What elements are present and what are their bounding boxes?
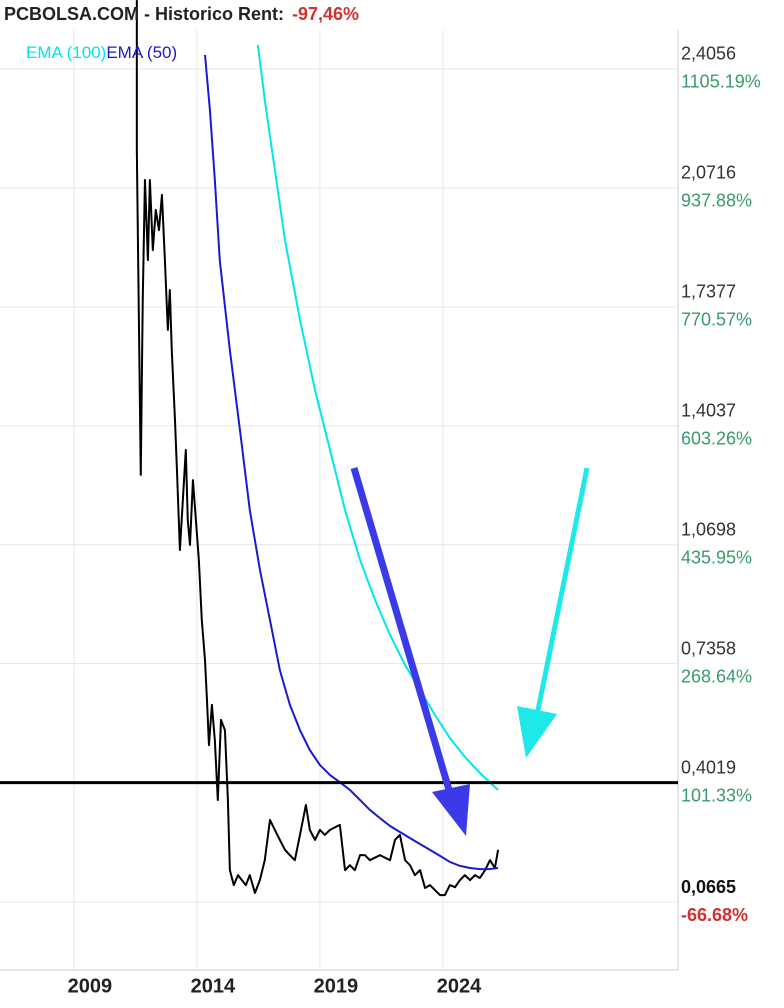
legend-entry: EMA (50) bbox=[106, 43, 177, 62]
y-tick-label: 1,0698 bbox=[681, 519, 736, 539]
y-tick-label: 0,4019 bbox=[681, 757, 736, 777]
series-line bbox=[135, 0, 500, 897]
return-value: -97,46% bbox=[292, 4, 359, 24]
arrow-shaft bbox=[350, 467, 456, 801]
y2-tick-label: 268.64% bbox=[681, 666, 752, 686]
y2-tick-label: 937.88% bbox=[681, 191, 752, 211]
y-tick-label: 1,4037 bbox=[681, 401, 736, 421]
grid bbox=[0, 30, 678, 970]
series-line bbox=[256, 44, 499, 791]
y2-tick-label: 603.26% bbox=[681, 429, 752, 449]
y2-tick-label: 101.33% bbox=[681, 785, 752, 805]
x-tick-label: 2019 bbox=[314, 975, 359, 997]
labels: 2,4056 2,0716 1,7377 1,4037 1,0698 0,7358 0,40… bbox=[68, 44, 761, 998]
title: PCBOLSA.COM - Historico Rent: -97,46% bbox=[4, 4, 359, 24]
x-tick-label: 2014 bbox=[191, 975, 236, 997]
y-tick-label: 0,7358 bbox=[681, 638, 736, 658]
arrow-shaft bbox=[532, 467, 590, 726]
legend: EMA (100)EMA (50) bbox=[26, 43, 177, 62]
x-tick-label: 2024 bbox=[437, 975, 482, 997]
y-tick-label: 0,0665 bbox=[681, 877, 736, 897]
title-text: PCBOLSA.COM - Historico Rent: bbox=[4, 4, 284, 24]
y-tick-label: 2,0716 bbox=[681, 163, 736, 183]
arrow-head bbox=[517, 706, 557, 758]
lines bbox=[0, 0, 678, 897]
y2-tick-label: 1105.19% bbox=[681, 72, 761, 92]
arrow-head bbox=[432, 784, 470, 836]
y2-tick-label: 435.95% bbox=[681, 547, 752, 567]
cyan-arrow bbox=[517, 467, 590, 758]
y2-tick-label: -66.68% bbox=[681, 905, 748, 925]
series-line bbox=[204, 54, 499, 871]
blue-arrow bbox=[350, 467, 470, 836]
legend-entry: EMA (100) bbox=[26, 43, 106, 62]
y-tick-label: 2,4056 bbox=[681, 44, 736, 64]
y2-tick-label: 770.57% bbox=[681, 310, 752, 330]
y-tick-label: 1,7377 bbox=[681, 282, 736, 302]
x-tick-label: 2009 bbox=[68, 975, 113, 997]
